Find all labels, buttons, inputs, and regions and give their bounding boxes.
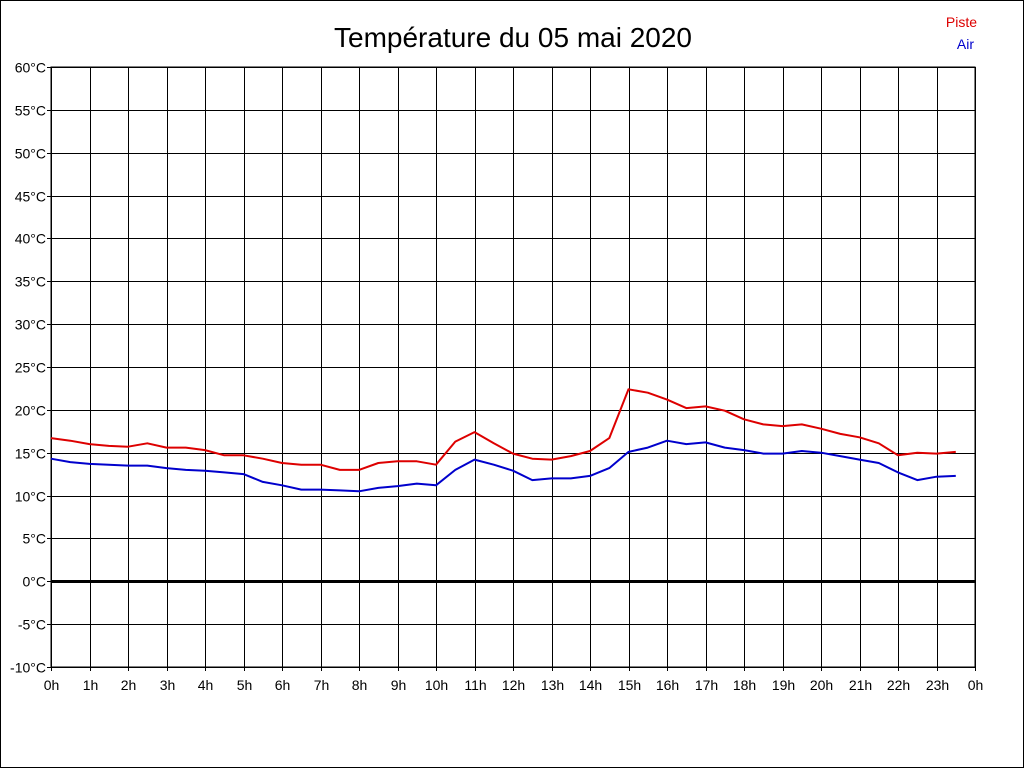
x-tick-label: 3h: [160, 677, 176, 693]
x-tick-label: 17h: [695, 677, 718, 693]
x-tick-label: 19h: [772, 677, 795, 693]
x-tick-label: 0h: [968, 677, 984, 693]
x-tick-label: 1h: [83, 677, 99, 693]
series-line-air: [50, 439, 956, 493]
y-tick-label: 20°C: [15, 403, 46, 419]
x-tick-label: 20h: [810, 677, 833, 693]
x-tick-label: 18h: [733, 677, 756, 693]
x-tick-label: 14h: [579, 677, 602, 693]
series-lines: [50, 388, 956, 493]
x-tick-label: 10h: [425, 677, 448, 693]
y-tick-label: 55°C: [15, 103, 46, 119]
x-tick-label: 0h: [44, 677, 60, 693]
y-tick-label: 10°C: [15, 489, 46, 505]
x-tick-label: 9h: [391, 677, 407, 693]
y-tick-label: 35°C: [15, 274, 46, 290]
x-tick-label: 22h: [887, 677, 910, 693]
x-tick-label: 21h: [849, 677, 872, 693]
x-tick-label: 11h: [464, 677, 486, 693]
y-tick-label: 5°C: [23, 531, 47, 547]
y-tick-label: 60°C: [15, 60, 46, 76]
y-tick-label: 0°C: [23, 574, 47, 590]
x-tick-label: 13h: [541, 677, 564, 693]
legend-piste: Piste: [946, 14, 977, 30]
y-tick-label: -5°C: [18, 617, 46, 633]
x-tick-label: 16h: [656, 677, 679, 693]
x-tick-label: 5h: [237, 677, 253, 693]
y-tick-label: 25°C: [15, 360, 46, 376]
chart-title: Température du 05 mai 2020: [334, 22, 692, 53]
x-tick-label: 6h: [275, 677, 291, 693]
y-tick-label: 40°C: [15, 231, 46, 247]
y-tick-label: 30°C: [15, 317, 46, 333]
y-tick-label: 15°C: [15, 446, 46, 462]
grid: [47, 66, 976, 671]
series-line-piste: [50, 388, 956, 471]
legend-air: Air: [957, 36, 974, 52]
y-tick-label: 50°C: [15, 146, 46, 162]
x-tick-label: 23h: [926, 677, 949, 693]
x-tick-label: 15h: [618, 677, 641, 693]
x-tick-label: 7h: [314, 677, 330, 693]
x-tick-label: 8h: [352, 677, 368, 693]
y-tick-label: -10°C: [10, 660, 46, 676]
x-tick-label: 2h: [121, 677, 137, 693]
x-tick-label: 4h: [198, 677, 214, 693]
y-tick-label: 45°C: [15, 189, 46, 205]
x-tick-label: 12h: [502, 677, 525, 693]
x-axis-labels: 0h 1h 2h 3h 4h 5h 6h 7h 8h 9h 10h 11h 12h 13h 14h 15h 16…: [44, 677, 984, 693]
y-axis-labels: 60°C 55°C 50°C 45°C 40°C 35°C 30°C 25°C 20°C 15°C…: [10, 60, 46, 676]
